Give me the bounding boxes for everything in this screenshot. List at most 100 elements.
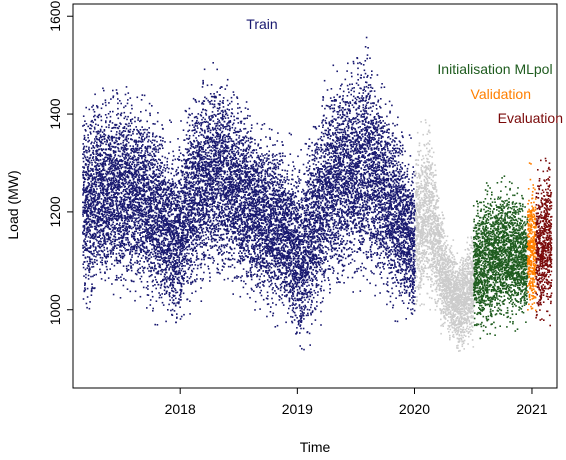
data-point xyxy=(131,150,134,153)
data-point xyxy=(184,212,186,215)
data-point xyxy=(178,258,180,261)
data-point xyxy=(160,172,163,175)
data-point xyxy=(164,192,167,194)
data-point xyxy=(117,161,119,164)
data-point xyxy=(123,234,125,237)
data-point xyxy=(112,218,114,220)
data-point xyxy=(131,212,134,214)
data-point xyxy=(155,237,157,240)
data-point xyxy=(179,181,181,184)
data-point xyxy=(180,240,182,242)
data-point xyxy=(129,252,131,254)
data-point xyxy=(154,257,157,260)
data-point xyxy=(118,172,121,174)
data-point xyxy=(146,307,148,309)
data-point xyxy=(164,257,167,259)
data-point xyxy=(116,259,118,262)
data-point xyxy=(98,172,100,174)
data-point xyxy=(90,208,92,210)
data-point xyxy=(161,269,164,271)
data-point xyxy=(183,274,185,276)
data-point xyxy=(189,228,192,231)
data-point xyxy=(104,164,107,166)
data-point xyxy=(173,264,176,266)
data-point xyxy=(115,203,118,206)
data-point xyxy=(84,199,86,202)
data-point xyxy=(175,272,177,274)
data-point xyxy=(181,202,183,205)
data-point xyxy=(186,171,188,174)
data-point xyxy=(161,263,164,266)
data-point xyxy=(175,254,178,256)
data-point xyxy=(97,169,99,172)
data-point xyxy=(126,118,128,121)
data-point xyxy=(157,226,159,229)
data-point xyxy=(116,167,118,169)
data-point xyxy=(165,233,167,235)
data-point xyxy=(180,247,182,250)
data-point xyxy=(92,245,95,248)
data-point xyxy=(118,217,120,220)
data-point xyxy=(93,232,96,235)
data-point xyxy=(89,260,92,263)
data-point xyxy=(148,188,150,191)
data-point xyxy=(124,178,126,181)
data-point xyxy=(89,268,91,271)
data-point xyxy=(154,175,157,177)
data-point xyxy=(142,208,145,211)
data-point xyxy=(109,115,112,118)
data-point xyxy=(120,133,122,136)
data-point xyxy=(129,290,132,293)
data-point xyxy=(127,209,129,212)
data-point xyxy=(152,186,155,189)
data-point xyxy=(115,186,117,189)
data-point xyxy=(102,183,105,185)
data-point xyxy=(155,179,158,181)
data-point xyxy=(155,173,158,176)
data-point xyxy=(91,258,93,261)
data-point xyxy=(148,270,150,272)
data-point xyxy=(193,193,195,195)
data-point xyxy=(86,287,89,290)
data-point xyxy=(126,232,128,235)
data-point xyxy=(157,271,159,273)
data-point xyxy=(149,201,152,204)
data-point xyxy=(175,209,177,212)
data-point xyxy=(128,157,131,159)
data-point xyxy=(169,228,172,231)
data-point xyxy=(99,216,101,218)
data-point xyxy=(194,290,197,293)
data-point xyxy=(133,204,136,206)
data-point xyxy=(118,130,121,132)
data-point xyxy=(153,233,155,235)
data-point xyxy=(147,199,149,202)
data-point xyxy=(194,165,197,168)
data-point xyxy=(91,174,93,177)
data-point xyxy=(129,197,132,200)
data-point xyxy=(195,146,197,149)
data-point xyxy=(132,179,135,181)
data-point xyxy=(84,287,86,289)
data-point xyxy=(108,192,111,194)
data-point xyxy=(96,172,98,175)
data-point xyxy=(97,245,99,247)
data-point xyxy=(180,253,183,256)
data-point xyxy=(185,214,187,216)
data-point xyxy=(124,215,126,217)
data-point xyxy=(185,134,188,136)
data-point xyxy=(107,200,109,203)
data-point xyxy=(171,203,173,205)
data-point xyxy=(92,265,95,268)
data-point xyxy=(187,159,189,161)
data-point xyxy=(122,255,125,258)
data-point xyxy=(151,202,153,205)
data-point xyxy=(127,205,129,208)
data-point xyxy=(109,183,112,186)
data-point xyxy=(103,246,105,249)
data-point xyxy=(133,154,135,157)
data-point xyxy=(118,174,120,177)
data-point xyxy=(105,121,107,124)
data-point xyxy=(136,262,138,264)
data-point xyxy=(145,109,147,112)
data-point xyxy=(171,241,173,243)
